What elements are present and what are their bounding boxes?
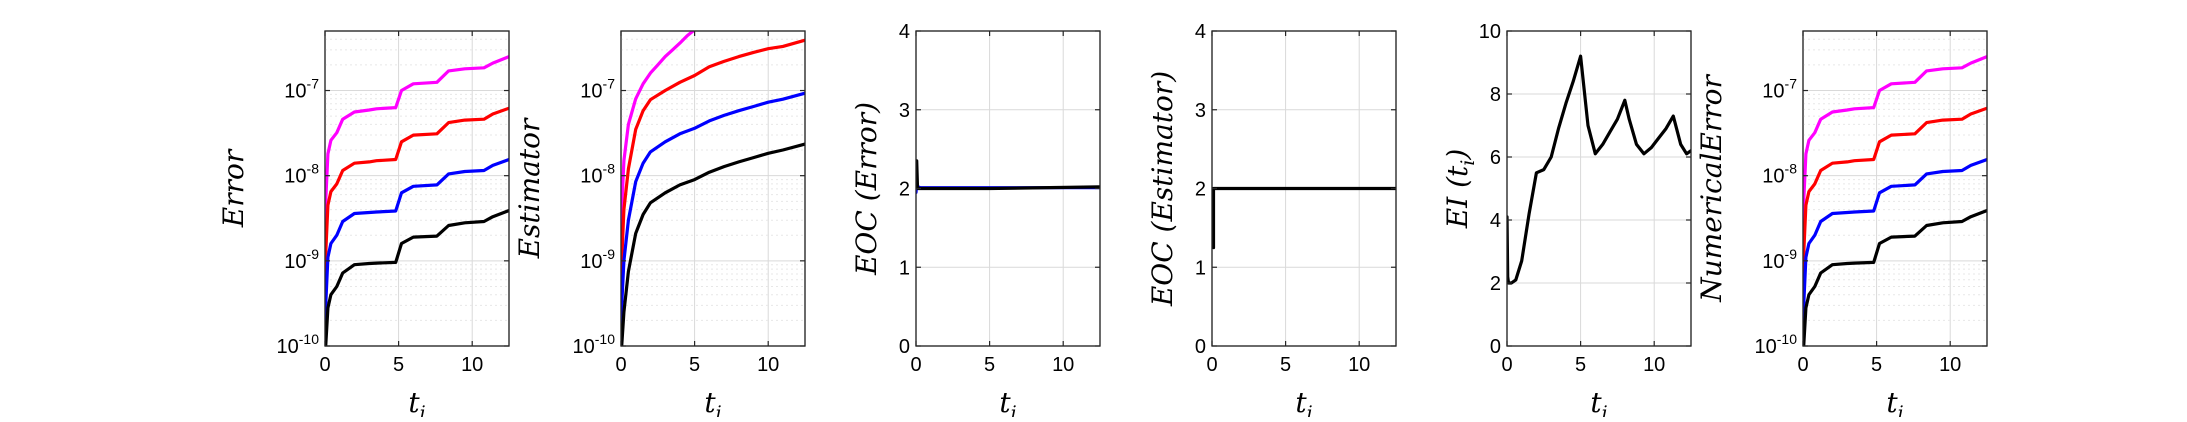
x-tick-label: 5 bbox=[1280, 354, 1291, 376]
y-tick-label: 10-8 bbox=[1762, 161, 1797, 188]
y-tick-label: 10-10 bbox=[277, 331, 320, 358]
axes-border bbox=[324, 30, 510, 347]
axes-border bbox=[620, 30, 806, 347]
series-line-3 bbox=[325, 157, 509, 346]
x-tick-label: 10 bbox=[461, 354, 483, 376]
y-axis-label: NumericalError bbox=[1695, 74, 1728, 303]
y-tick-label: 3 bbox=[899, 100, 910, 122]
x-tick-label: 0 bbox=[910, 354, 921, 376]
x-tick-label: 0 bbox=[1797, 354, 1808, 376]
x-tick-label: 0 bbox=[1206, 354, 1217, 376]
y-axis-label: Error bbox=[217, 148, 250, 228]
x-axis-label: ti bbox=[999, 386, 1016, 417]
y-tick-label: 4 bbox=[1490, 210, 1501, 232]
y-tick-label: 10-10 bbox=[573, 331, 616, 358]
x-tick-label: 0 bbox=[615, 354, 626, 376]
x-tick-label: 10 bbox=[757, 354, 779, 376]
y-tick-label: 10-9 bbox=[1762, 246, 1797, 273]
y-tick-label: 0 bbox=[1195, 336, 1206, 358]
x-tick-label: 10 bbox=[1939, 354, 1961, 376]
axes-border bbox=[1506, 30, 1692, 347]
series-line-1 bbox=[1803, 54, 1987, 346]
y-tick-label: 10-9 bbox=[580, 246, 615, 273]
chart-panel-6: 0 5 10 10-10 10-9 10-8 10-7 ti NumericalError bbox=[1695, 30, 1988, 422]
y-tick-label: 1 bbox=[899, 257, 910, 279]
series-line-4 bbox=[1803, 208, 1987, 346]
x-tick-label: 5 bbox=[984, 354, 995, 376]
y-tick-label: 8 bbox=[1490, 84, 1501, 106]
series-line-3 bbox=[1803, 157, 1987, 346]
x-tick-label: 10 bbox=[1052, 354, 1074, 376]
series-line-2 bbox=[621, 38, 805, 346]
y-tick-label: 2 bbox=[1490, 273, 1501, 295]
y-tick-label: 10-7 bbox=[580, 76, 615, 103]
y-tick-label: 10-9 bbox=[284, 246, 319, 273]
y-tick-label: 1 bbox=[1195, 257, 1206, 279]
y-axis-label: Estimator bbox=[513, 117, 546, 259]
y-tick-label: 10-8 bbox=[284, 161, 319, 188]
x-tick-label: 0 bbox=[1501, 354, 1512, 376]
x-tick-label: 0 bbox=[319, 354, 330, 376]
y-tick-label: 4 bbox=[1195, 21, 1206, 43]
y-tick-label: 2 bbox=[899, 179, 910, 201]
y-tick-label: 10 bbox=[1479, 21, 1501, 43]
series-line-4 bbox=[325, 208, 509, 346]
x-tick-label: 5 bbox=[1871, 354, 1882, 376]
series-line-3 bbox=[621, 91, 805, 346]
axes-border bbox=[1802, 30, 1988, 347]
x-tick-label: 5 bbox=[393, 354, 404, 376]
y-tick-label: 10-8 bbox=[580, 161, 615, 188]
chart-panel-3: 0 5 10 0 1 2 3 4 ti EOC (Error) bbox=[850, 21, 1101, 422]
y-tick-label: 4 bbox=[899, 21, 910, 43]
chart-panel-5: 0 5 10 0 2 4 6 8 10 ti EI (ti) bbox=[1441, 21, 1692, 422]
x-axis-label: ti bbox=[1590, 386, 1607, 417]
x-tick-label: 10 bbox=[1643, 354, 1665, 376]
series-line-1 bbox=[325, 54, 509, 346]
y-tick-label: 10-7 bbox=[1762, 76, 1797, 103]
y-axis-label: EOC (Estimator) bbox=[1146, 71, 1179, 307]
series-line-2 bbox=[1803, 106, 1987, 346]
y-tick-label: 10-7 bbox=[284, 76, 319, 103]
series-line-1 bbox=[1507, 54, 1691, 285]
y-tick-label: 0 bbox=[1490, 336, 1501, 358]
y-tick-label: 6 bbox=[1490, 147, 1501, 169]
y-axis-label: EOC (Error) bbox=[850, 102, 883, 276]
chart-panel-2: 0 5 10 10-10 10-9 10-8 10-7 ti Estimator bbox=[513, 30, 806, 422]
chart-panel-4: 0 5 10 0 1 2 3 4 ti EOC (Estimator) bbox=[1146, 21, 1397, 422]
y-tick-label: 3 bbox=[1195, 100, 1206, 122]
axes-box bbox=[1506, 30, 1692, 347]
x-axis-label: ti bbox=[408, 386, 425, 417]
x-tick-label: 5 bbox=[1575, 354, 1586, 376]
series-line-4 bbox=[621, 142, 805, 346]
chart-panel-1: 0 5 10 10-10 10-9 10-8 10-7 ti Error bbox=[217, 30, 510, 422]
x-axis-label: ti bbox=[704, 386, 721, 417]
x-tick-label: 10 bbox=[1348, 354, 1370, 376]
x-axis-label: ti bbox=[1886, 386, 1903, 417]
y-tick-label: 0 bbox=[899, 336, 910, 358]
x-axis-label: ti bbox=[1295, 386, 1312, 417]
series-line-1 bbox=[621, 31, 695, 346]
y-axis-label: EI (ti) bbox=[1441, 149, 1479, 230]
y-tick-label: 10-10 bbox=[1755, 331, 1798, 358]
y-tick-label: 2 bbox=[1195, 179, 1206, 201]
series-line-2 bbox=[325, 106, 509, 346]
x-tick-label: 5 bbox=[689, 354, 700, 376]
